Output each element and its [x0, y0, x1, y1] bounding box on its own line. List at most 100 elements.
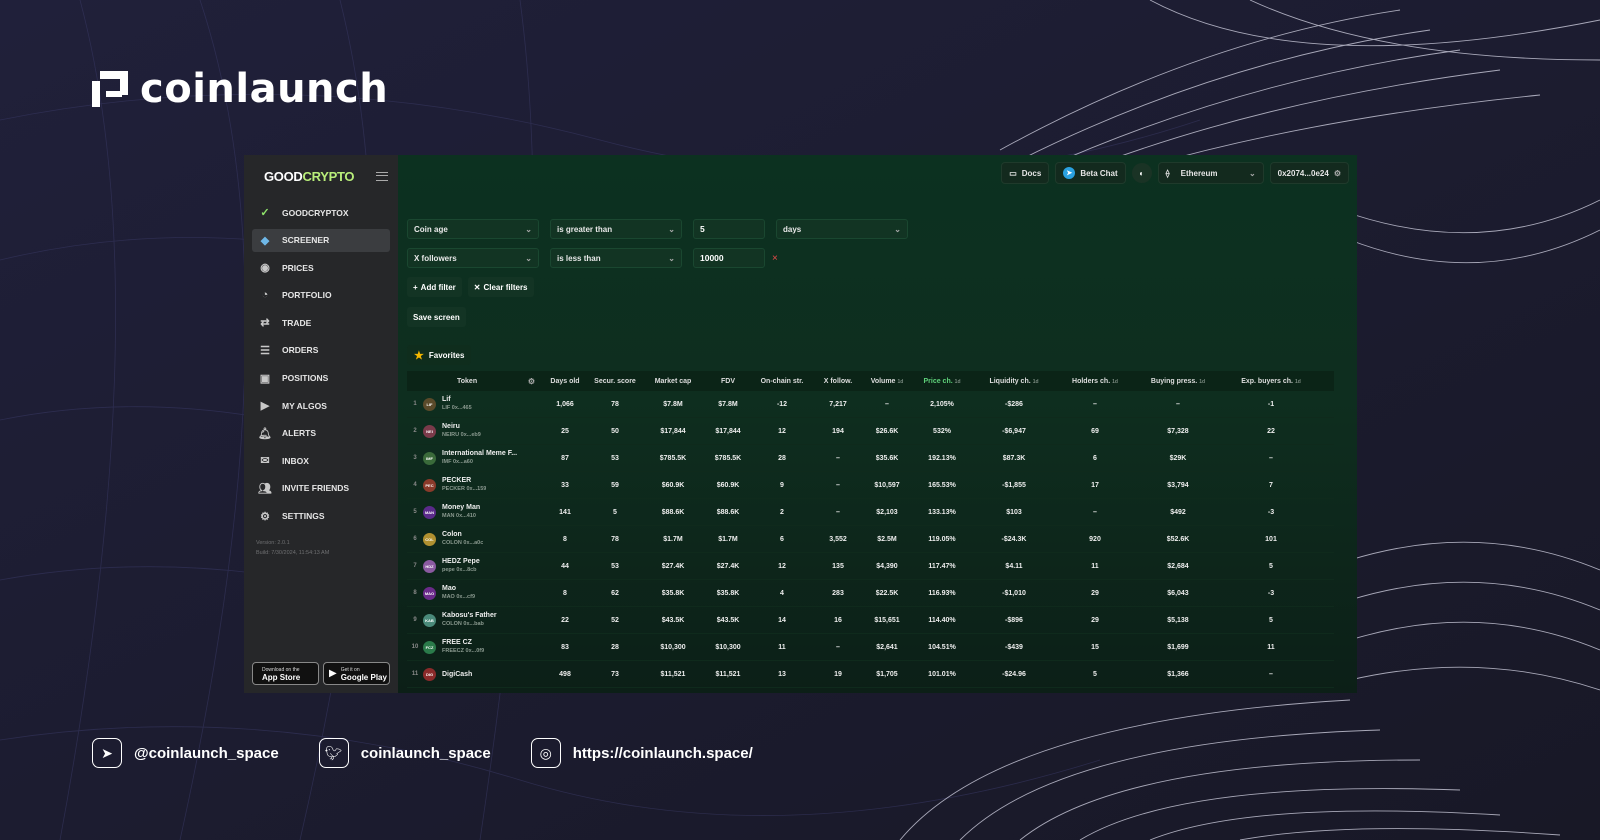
table-cell: -12 [776, 400, 788, 408]
save-screen-button[interactable]: Save screen [407, 307, 466, 327]
token-cell[interactable]: NEI Neiru NEIRU 0x...eb9 [423, 422, 541, 440]
table-row[interactable]: 9 KAB Kabosu's Father COLON 0x...bab 22 52 $43… [407, 607, 1334, 634]
table-row[interactable]: 11 DIG DigiCash 498 73 $11,521 $11,521 13 19 $1,7… [407, 661, 1334, 688]
table-cell: -$24.96 [1002, 670, 1026, 678]
twitter-link[interactable]: 🐦︎ coinlaunch_space [318, 738, 491, 768]
table-cell: 5 [1269, 562, 1273, 570]
add-filter-button[interactable]: + Add filter [407, 277, 462, 297]
chevron-down-icon: ⌄ [525, 253, 532, 263]
column-header-token[interactable]: Token ⚙ [457, 376, 535, 386]
table-cell: $6,043 [1167, 589, 1189, 597]
row-number: 7 [413, 563, 417, 569]
chevron-down-icon: ⌄ [525, 224, 532, 234]
sidebar-item-settings[interactable]: ⚙ SETTINGS [252, 505, 390, 528]
sidebar-item-my-algos[interactable]: ▶ MY ALGOS [252, 394, 390, 417]
table-cell: $2,641 [876, 643, 898, 651]
table-row[interactable]: 2 NEI Neiru NEIRU 0x...eb9 25 50 $17,844 $17,84… [407, 418, 1334, 445]
column-header[interactable]: Holders ch. 1d [1072, 377, 1118, 385]
column-header[interactable]: Secur. score [594, 377, 636, 385]
beta-chat-button[interactable]: ➤ Beta Chat [1055, 162, 1126, 184]
column-header[interactable]: Market cap [654, 377, 692, 385]
token-cell[interactable]: HDZ HEDZ Pepe pepe 0x...8cb [423, 557, 541, 575]
sidebar-item-goodcryptox[interactable]: ✓ GOODCRYPTOX [252, 201, 390, 224]
filter-field-select[interactable]: Coin age ⌄ [407, 219, 539, 239]
menu-icon[interactable] [376, 171, 388, 181]
token-cell[interactable]: LIF Lif LIF 0x...465 [423, 395, 541, 413]
row-number: 6 [413, 536, 417, 542]
token-cell[interactable]: MAN Money Man MAN 0x...410 [423, 503, 541, 521]
filter-value-input[interactable]: 10000 [693, 248, 765, 268]
row-number: 1 [413, 401, 417, 407]
sidebar-item-label: PORTFOLIO [282, 290, 332, 301]
table-cell: – [836, 643, 840, 651]
column-header[interactable]: On-chain str. [760, 377, 804, 385]
filter-operator-select[interactable]: is less than ⌄ [550, 248, 682, 268]
sidebar-item-positions[interactable]: ▣ POSITIONS [252, 367, 390, 390]
table-cell: $2.5M [877, 535, 897, 543]
filter-unit-select[interactable]: days ⌄ [776, 219, 908, 239]
trade-arrows-icon: ⇄ [260, 317, 270, 330]
wallet-button[interactable]: 0x2074...0e24 ⚙ [1269, 162, 1349, 184]
filter-field-select[interactable]: X followers ⌄ [407, 248, 539, 268]
table-row[interactable]: 8 MAO Mao MAO 0x...cf9 8 62 $35.8K $35.8K 4 283 $2… [407, 580, 1334, 607]
google-play-button[interactable]: ▶ Get it on Google Play [323, 662, 390, 685]
table-cell: 283 [832, 589, 844, 597]
sidebar-item-trade[interactable]: ⇄ TRADE [252, 311, 390, 334]
column-header[interactable]: X follow. [823, 377, 853, 385]
column-header[interactable]: Days old [550, 377, 580, 385]
sidebar-item-label: SCREENER [282, 235, 330, 246]
column-header[interactable]: FDV [721, 377, 735, 385]
network-select[interactable]: ⟠ Ethereum ⌄ [1157, 162, 1264, 184]
sidebar-item-screener[interactable]: ◆ SCREENER [252, 228, 390, 252]
table-row[interactable]: 5 MAN Money Man MAN 0x...410 141 5 $88.6K $88.6… [407, 499, 1334, 526]
table-row[interactable]: 7 HDZ HEDZ Pepe pepe 0x...8cb 44 53 $27.4K $27.… [407, 553, 1334, 580]
sidebar-item-prices[interactable]: ◉ PRICES [252, 256, 390, 279]
token-cell[interactable]: MAO Mao MAO 0x...cf9 [423, 584, 541, 602]
column-header[interactable]: Price ch. 1d [923, 377, 961, 385]
clear-filters-button[interactable]: ✕ Clear filters [467, 277, 534, 297]
filter-value-input[interactable]: 5 [693, 219, 765, 239]
token-cell[interactable]: COL Colon COLON 0x...a0c [423, 530, 541, 548]
table-cell: 78 [611, 400, 619, 408]
docs-icon: ▭ [1009, 168, 1017, 178]
token-address: LIF 0x...465 [442, 405, 472, 411]
sidebar-item-alerts[interactable]: 🔔︎ ALERTS [252, 422, 390, 445]
column-header[interactable]: Buying press. 1d [1150, 377, 1206, 385]
sidebar-item-orders[interactable]: ☰ ORDERS [252, 339, 390, 362]
token-cell[interactable]: KAB Kabosu's Father COLON 0x...bab [423, 611, 541, 629]
table-cell: $43.5K [716, 616, 740, 624]
theme-toggle-icon[interactable]: ◐ [1131, 163, 1152, 183]
filter-operator-select[interactable]: is greater than ⌄ [550, 219, 682, 239]
table-cell: $10,300 [660, 643, 686, 651]
column-header[interactable]: Exp. buyers ch. 1d [1241, 377, 1301, 385]
column-header[interactable]: Liquidity ch. 1d [989, 377, 1039, 385]
token-cell[interactable]: FCZ FREE CZ FREECZ 0x...0f9 [423, 638, 541, 656]
sidebar-item-invite-friends[interactable]: 👥︎ INVITE FRIENDS [252, 477, 390, 500]
filters-panel: Coin age ⌄ is greater than ⌄ 5 days ⌄ X fol… [407, 219, 908, 327]
table-row[interactable]: 1 LIF Lif LIF 0x...465 1,066 78 $7.8M $7.8M -12 7… [407, 391, 1334, 418]
token-cell[interactable]: PEC PECKER PECKER 0x...159 [423, 476, 541, 494]
remove-filter-icon[interactable]: × [772, 252, 778, 264]
table-row[interactable]: 3 IMF International Meme F... IMF 0x...a60 8… [407, 445, 1334, 472]
table-cell: $10,597 [874, 481, 900, 489]
token-cell[interactable]: DIG DigiCash [423, 667, 541, 681]
table-cell: 141 [559, 508, 571, 516]
table-row[interactable]: 10 FCZ FREE CZ FREECZ 0x...0f9 83 28 $10,300 $1… [407, 634, 1334, 661]
favorites-tab[interactable]: ★ Favorites [407, 345, 472, 365]
screener-table: Token ⚙ Days old Secur. score Market cap FDV O… [407, 371, 1334, 688]
goodcrypto-logo[interactable]: GOODCRYPTO [264, 168, 355, 184]
sidebar-item-label: ALERTS [282, 428, 316, 439]
table-cell: – [836, 508, 840, 516]
table-row[interactable]: 4 PEC PECKER PECKER 0x...159 33 59 $60.9K $60.9… [407, 472, 1334, 499]
table-row[interactable]: 6 COL Colon COLON 0x...a0c 8 78 $1.7M $1.7M 6 3,5… [407, 526, 1334, 553]
telegram-link[interactable]: ➤ @coinlaunch_space [92, 738, 279, 768]
table-cell: $26.6K [875, 427, 899, 435]
website-link[interactable]: ◎ https://coinlaunch.space/ [530, 738, 753, 768]
app-store-button[interactable]: Download on the App Store [252, 662, 319, 685]
token-cell[interactable]: IMF International Meme F... IMF 0x...a60 [423, 449, 541, 467]
column-header[interactable]: Volume 1d [870, 377, 904, 385]
sidebar-item-portfolio[interactable]: ◔ PORTFOLIO [252, 284, 390, 307]
gear-icon[interactable]: ⚙ [527, 376, 535, 386]
docs-button[interactable]: ▭ Docs [1001, 162, 1050, 184]
sidebar-item-inbox[interactable]: ✉ INBOX [252, 449, 390, 472]
